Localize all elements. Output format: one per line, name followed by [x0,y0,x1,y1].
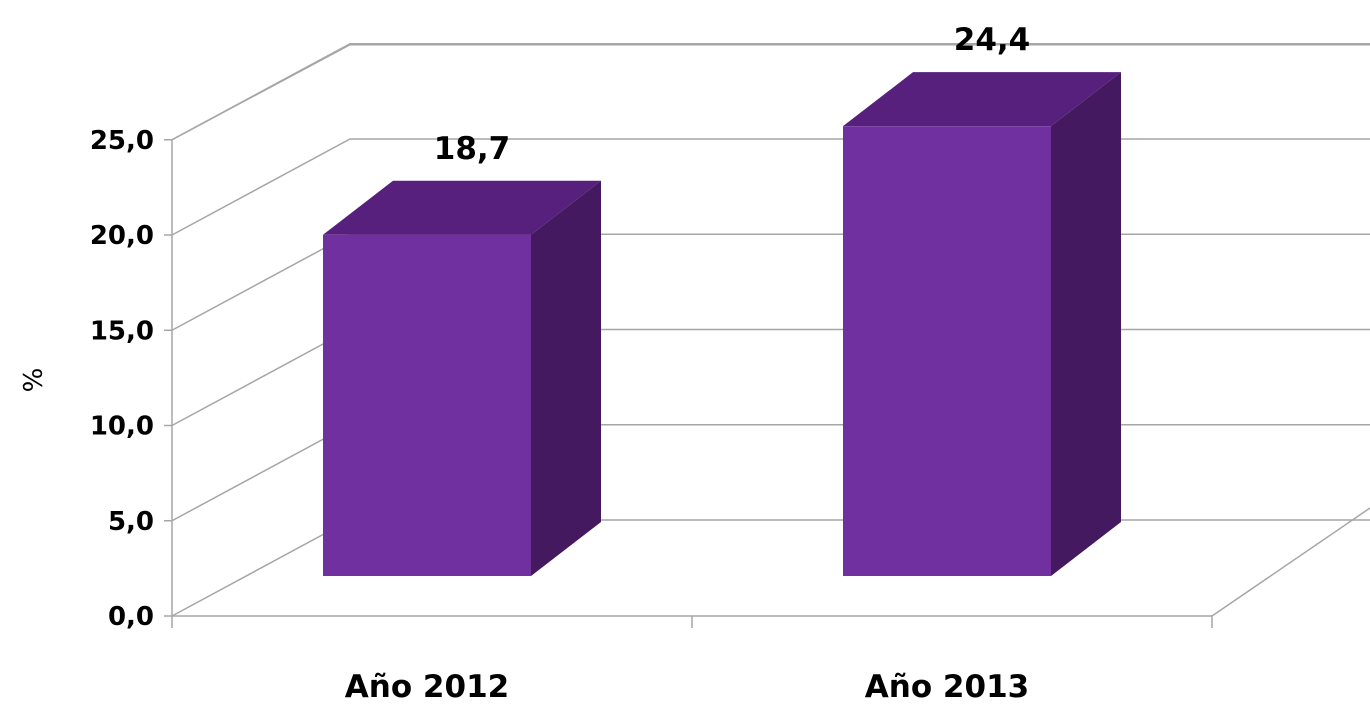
y-tick-label: 15,0 [90,316,154,346]
data-labels: 18,7 24,4 [434,22,1031,167]
bars [323,72,1121,577]
gridline [171,44,1370,141]
gridline [171,43,1370,141]
y-tick-labels: 0,0 5,0 10,0 15,0 20,0 25,0 [90,126,154,632]
bar-side-face [1051,72,1121,577]
category-label: Año 2013 [865,669,1029,705]
y-tick-label: 10,0 [90,412,154,442]
data-label: 18,7 [434,131,511,167]
y-tick-label: 5,0 [108,507,154,537]
category-labels: Año 2012 Año 2013 [345,669,1029,705]
y-tick-label: 20,0 [90,221,154,251]
axes [164,139,1370,628]
category-label: Año 2012 [345,669,509,705]
y-tick-label: 25,0 [90,126,154,156]
y-axis-title: % [19,368,49,393]
bar-top-face [843,72,1121,127]
bar [843,72,1121,577]
bar-front-face [323,234,531,576]
floor-right-edge [1211,507,1370,617]
bar-side-face [531,180,601,576]
data-label: 24,4 [954,22,1031,58]
bar-front-face [843,126,1051,577]
bar [323,180,601,576]
bar-top-face [323,180,601,235]
y-tick-label: 0,0 [108,602,154,632]
